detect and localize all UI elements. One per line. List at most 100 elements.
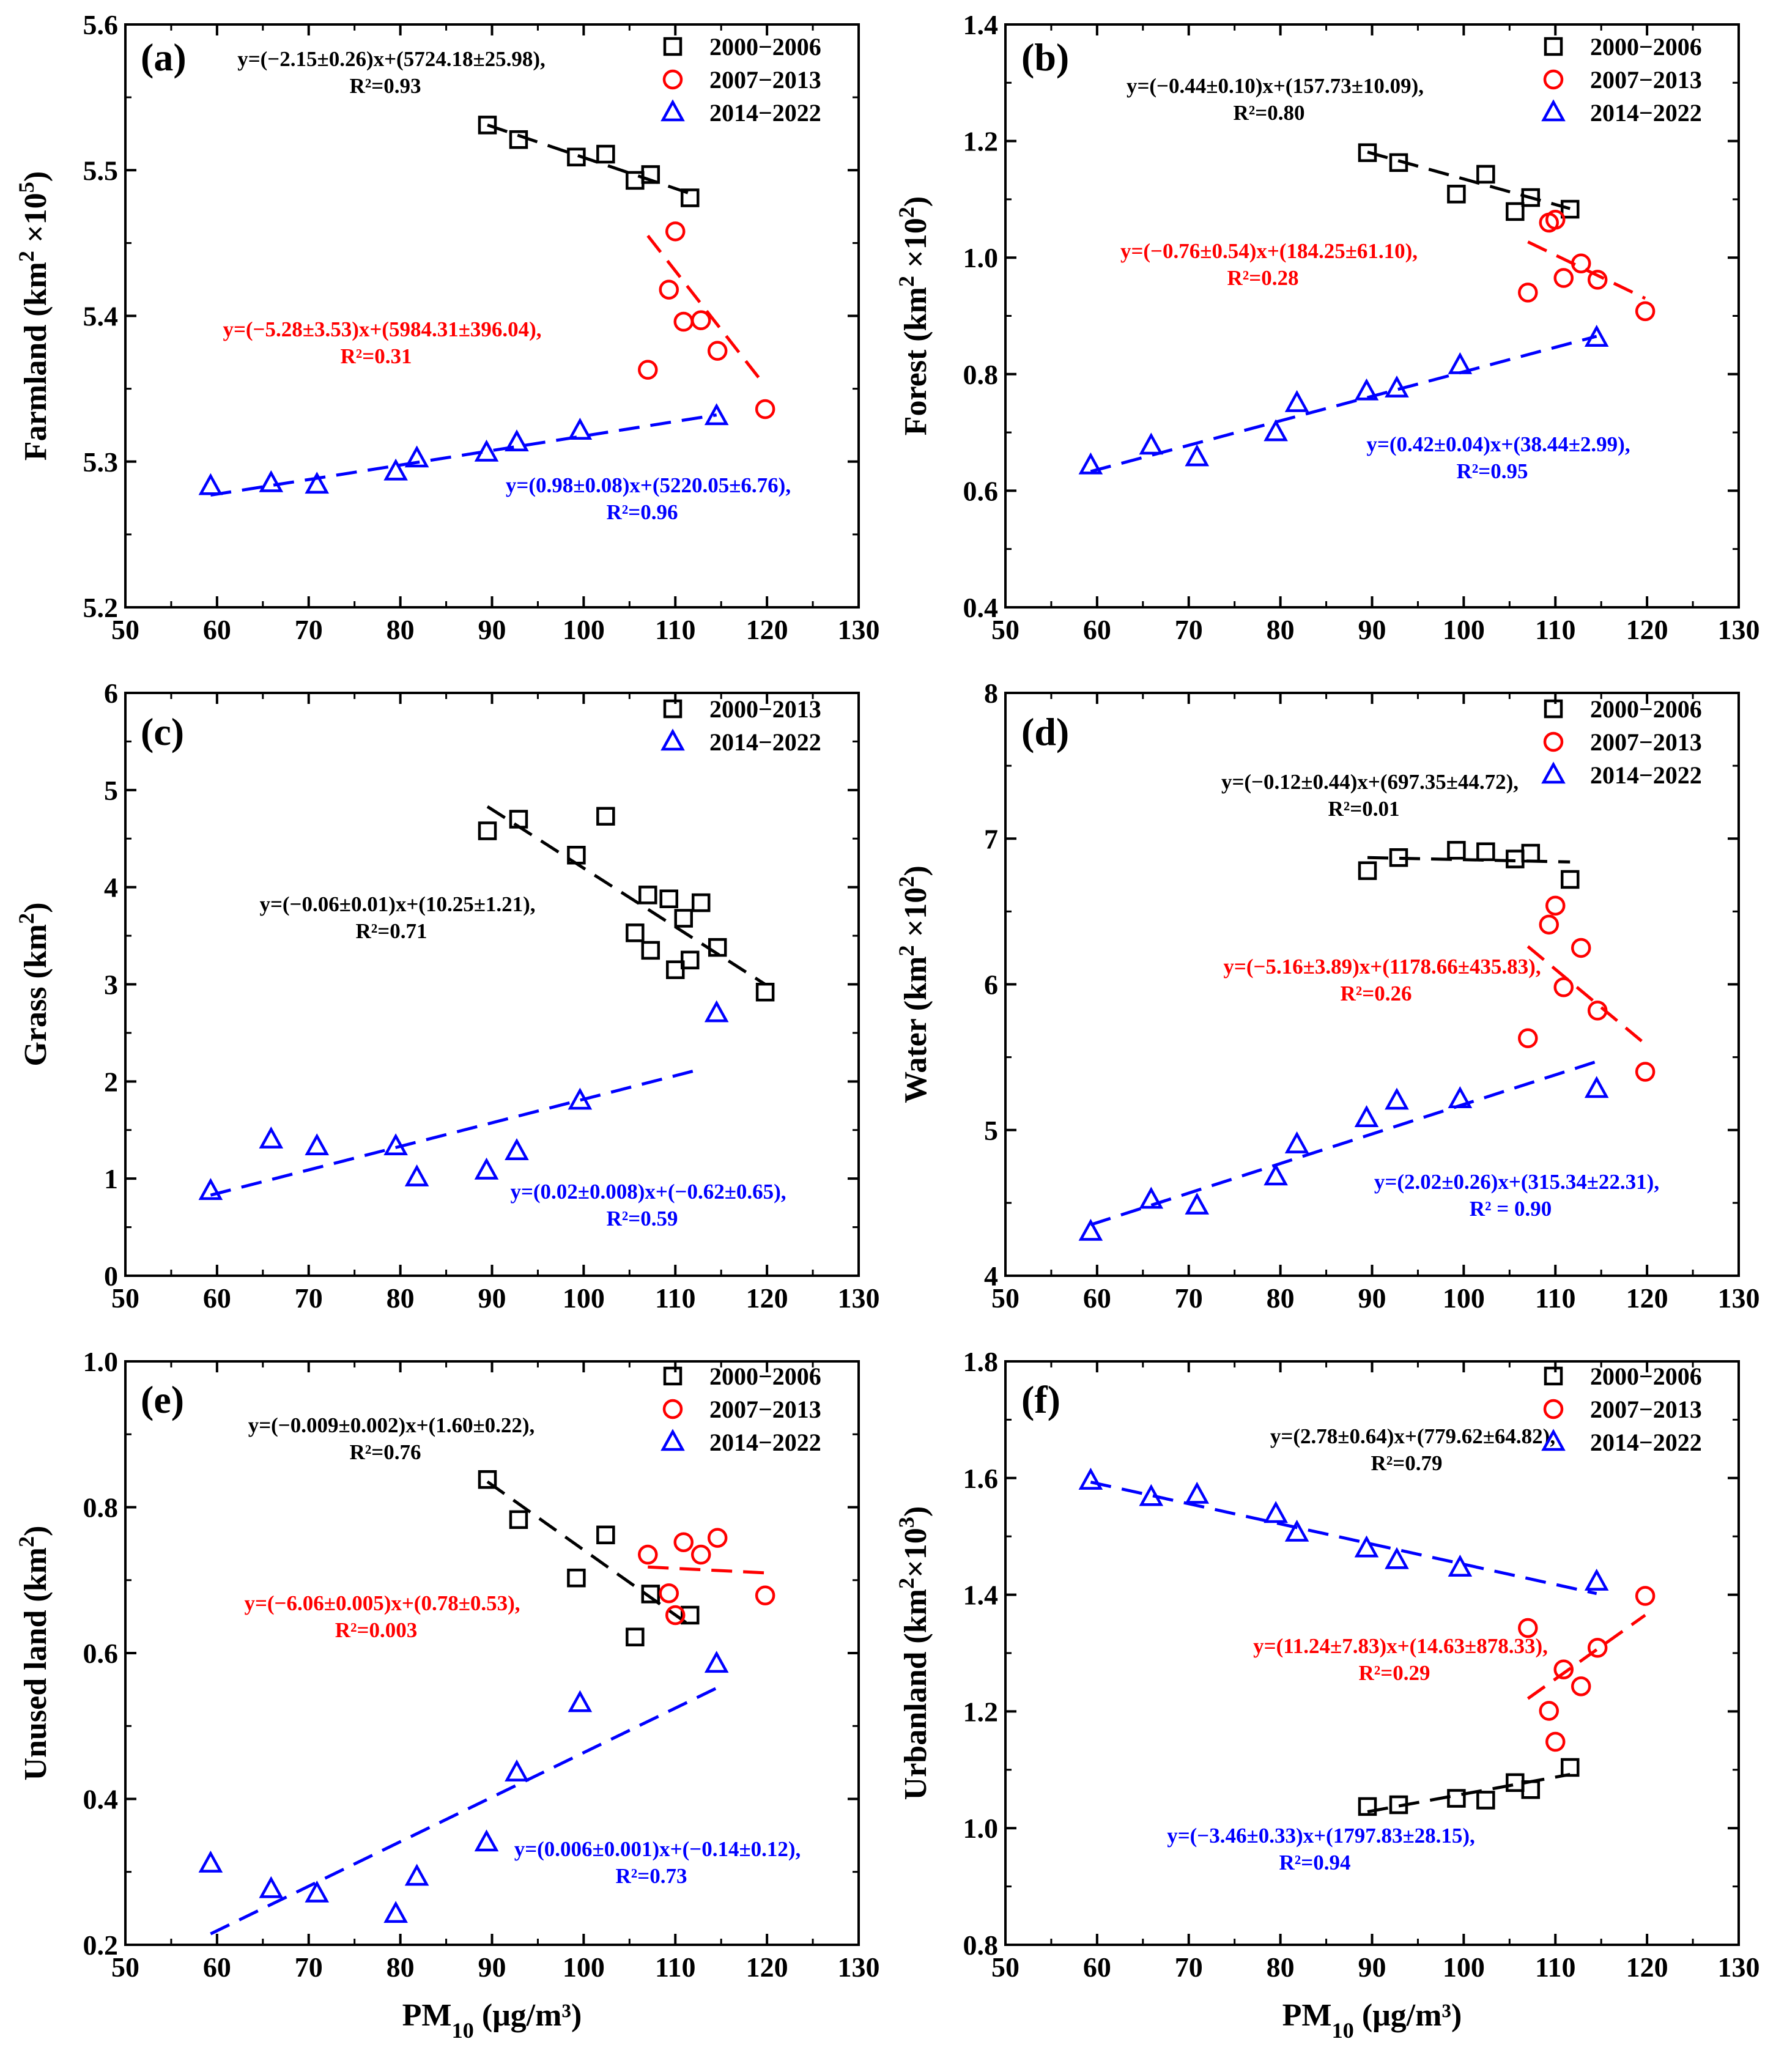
fit-r2: R²=0.94 (1279, 1851, 1351, 1874)
data-point (1185, 444, 1210, 467)
data-point (474, 1157, 499, 1180)
data-point (1185, 1481, 1210, 1504)
legend-marker (660, 1429, 685, 1451)
data-point (638, 886, 657, 905)
fit-r2: R²=0.003 (335, 1618, 417, 1642)
legend-marker (1544, 699, 1563, 719)
y-tick-label: 5 (984, 1115, 998, 1146)
data-point (665, 1605, 686, 1626)
data-point (1587, 1638, 1608, 1658)
y-tick-label: 1.2 (963, 1696, 999, 1727)
series-2014−2022: y=(0.42±0.04)x+(38.44±2.99), R²=0.95 2014−… (1078, 99, 1702, 483)
y-tick-label: 0 (104, 1260, 118, 1292)
fit-equation: y=(0.006±0.001)x+(−0.14±0.12), (514, 1837, 801, 1861)
legend-marker (660, 728, 685, 751)
x-tick-label: 120 (1626, 1282, 1668, 1314)
data-point (478, 116, 497, 135)
x-tick-label: 90 (478, 614, 506, 645)
data-point (305, 1880, 330, 1903)
x-tick-label: 60 (1083, 614, 1111, 645)
panel-d: 50 60 70 80 90 100 110 120 130 4 5 6 7 8 Water (km2 ×1… (894, 678, 1760, 1314)
data-point (1476, 165, 1495, 184)
data-point (1447, 1789, 1466, 1808)
data-point (1447, 841, 1466, 860)
data-point (1358, 861, 1377, 880)
data-point (1476, 1791, 1495, 1810)
data-point (259, 1126, 284, 1149)
panel-e: 50 60 70 80 90 100 110 120 130 0.2 0.4 0.6 0.8 1.0 Unu… (14, 1346, 880, 2043)
data-point (674, 909, 693, 928)
y-tick-label: 1.4 (963, 1580, 999, 1611)
data-point (680, 1605, 700, 1625)
x-tick-label: 100 (1443, 1282, 1485, 1314)
x-tick-label: 90 (1358, 614, 1386, 645)
series-2007−2013: y=(−5.16±3.89)x+(1178.66±435.83), R²=0.26… (1223, 728, 1702, 1082)
fit-r2: R²=0.93 (350, 74, 421, 98)
data-point (665, 221, 686, 242)
data-point (568, 1690, 593, 1712)
x-tick-label: 60 (203, 1282, 231, 1314)
fit-r2: R²=0.26 (1341, 982, 1412, 1005)
fit-r2: R²=0.29 (1359, 1661, 1430, 1685)
data-point (259, 1876, 284, 1898)
data-point (1571, 938, 1591, 958)
panel-label: (f) (1021, 1378, 1060, 1421)
x-tick-label: 70 (295, 1282, 323, 1314)
legend-label: 2000−2006 (1590, 1363, 1702, 1390)
panel-label: (e) (141, 1378, 184, 1421)
data-point (1560, 870, 1580, 889)
data-point (691, 893, 711, 912)
x-tick-label: 120 (746, 1952, 788, 1983)
fit-r2: R²=0.80 (1234, 101, 1305, 125)
x-tick-label: 110 (655, 1282, 695, 1314)
data-point (641, 941, 660, 960)
y-tick-label: 5.5 (83, 155, 119, 186)
data-point (704, 1000, 729, 1023)
data-point (305, 472, 330, 494)
data-point (383, 458, 408, 481)
fit-equation: y=(2.02±0.26)x+(315.34±22.31), (1374, 1170, 1659, 1194)
data-point (1139, 1484, 1164, 1506)
data-point (755, 399, 775, 420)
y-tick-label: 1.6 (963, 1463, 999, 1494)
data-point (1476, 842, 1495, 861)
data-point (680, 188, 700, 207)
fit-line (646, 234, 767, 387)
data-point (1560, 1758, 1580, 1777)
data-point (1521, 188, 1541, 207)
y-tick-label: 0.6 (963, 475, 999, 506)
legend-label: 2000−2006 (709, 33, 821, 61)
fit-equation: y=(−3.46±0.33)x+(1797.83±28.15), (1167, 1824, 1475, 1848)
fit-equation: y=(0.42±0.04)x+(38.44±2.99), (1366, 432, 1630, 456)
x-tick-label: 70 (1175, 614, 1203, 645)
y-axis-label: Farmland (km2 ×105) (14, 171, 53, 461)
fit-line (1367, 150, 1571, 210)
data-point (1284, 390, 1309, 412)
data-point (596, 144, 615, 164)
x-tick-label: 90 (478, 1282, 506, 1314)
fit-line (210, 1068, 699, 1197)
data-point (198, 1178, 223, 1201)
panel-label: (d) (1021, 710, 1069, 753)
fit-r2: R² = 0.90 (1470, 1197, 1552, 1221)
data-point (509, 130, 528, 149)
x-tick-label: 80 (1267, 614, 1295, 645)
data-point (1545, 895, 1566, 916)
legend-label: 2014−2022 (1590, 1429, 1702, 1456)
data-point (1078, 1467, 1103, 1490)
fit-r2: R²=0.01 (1328, 797, 1400, 821)
data-point (1447, 185, 1466, 204)
y-axis-label: Urbanland (km2×103) (894, 1506, 933, 1800)
data-point (666, 960, 685, 979)
data-point (1545, 1731, 1566, 1752)
x-tick-label: 100 (1443, 1952, 1485, 1983)
data-point (568, 1087, 593, 1110)
fit-equation: y=(2.78±0.64)x+(779.62±64.82), (1270, 1424, 1555, 1448)
data-point (626, 171, 645, 190)
data-point (1078, 452, 1103, 475)
data-point (383, 1901, 408, 1923)
legend-label: 2014−2022 (709, 728, 821, 756)
y-tick-label: 4 (104, 872, 118, 903)
x-tick-label: 60 (1083, 1282, 1111, 1314)
series-2014−2022: y=(−3.46±0.33)x+(1797.83±28.15), R²=0.94 2… (1078, 1429, 1702, 1874)
